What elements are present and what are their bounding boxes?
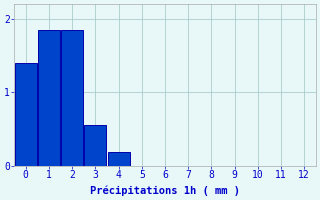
Bar — [108, 152, 130, 166]
Bar — [61, 30, 83, 166]
X-axis label: Précipitations 1h ( mm ): Précipitations 1h ( mm ) — [90, 185, 240, 196]
Bar — [38, 30, 60, 166]
Bar — [84, 125, 107, 166]
Bar — [15, 63, 37, 166]
